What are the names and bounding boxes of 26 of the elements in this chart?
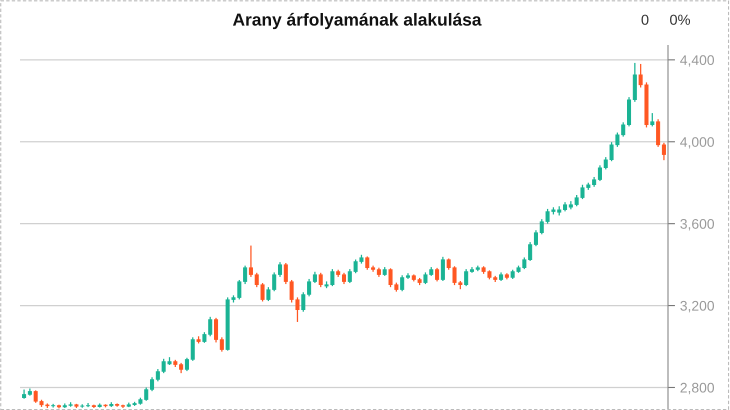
text: 0%	[670, 14, 690, 25]
text: 0	[642, 14, 648, 25]
y-tick-label: 3,200	[680, 300, 714, 312]
y-tick-label: 4,400	[680, 55, 714, 67]
candlestick	[22, 388, 26, 400]
candlestick	[318, 272, 323, 288]
y-tick-label: 4,000	[680, 137, 714, 149]
candlestick	[464, 268, 468, 287]
candlestick	[295, 296, 300, 323]
candlestick	[312, 271, 317, 284]
candlestick	[376, 267, 381, 278]
candlestick	[650, 112, 654, 128]
y-tick-label: 2,800	[680, 382, 714, 394]
y-tick-label: 3,600	[680, 218, 714, 230]
candlestick	[662, 142, 666, 161]
candlestick	[435, 267, 440, 282]
chart-title: Arany árfolyamának alakulása	[232, 12, 482, 30]
candlestick	[400, 274, 404, 292]
candlestick	[388, 268, 393, 288]
candlestick	[394, 282, 398, 292]
candlestick	[214, 317, 218, 344]
candlestick	[656, 118, 660, 148]
candlestick	[220, 336, 224, 352]
candlestick	[330, 268, 334, 287]
candlestick	[440, 256, 445, 282]
candlestick	[638, 63, 643, 88]
